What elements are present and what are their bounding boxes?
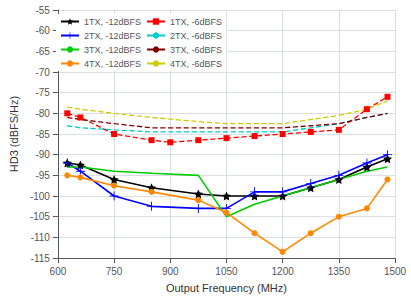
svg-text:2TX, -6dBFS: 2TX, -6dBFS	[170, 31, 222, 41]
svg-text:4TX, -12dBFS: 4TX, -12dBFS	[84, 59, 141, 69]
svg-text:-115: -115	[31, 253, 51, 264]
svg-text:4TX, -6dBFS: 4TX, -6dBFS	[170, 59, 222, 69]
svg-text:1500: 1500	[384, 266, 407, 277]
svg-text:-85: -85	[35, 129, 50, 140]
svg-text:3TX, -6dBFS: 3TX, -6dBFS	[170, 45, 222, 55]
svg-text:-65: -65	[35, 46, 50, 57]
svg-text:-90: -90	[35, 149, 50, 160]
svg-text:-100: -100	[30, 191, 50, 202]
svg-text:1TX, -12dBFS: 1TX, -12dBFS	[84, 17, 141, 27]
svg-text:900: 900	[162, 266, 179, 277]
svg-text:1TX, -6dBFS: 1TX, -6dBFS	[170, 17, 222, 27]
svg-text:2TX, -12dBFS: 2TX, -12dBFS	[84, 31, 141, 41]
svg-text:-60: -60	[35, 25, 50, 36]
svg-text:1200: 1200	[272, 266, 295, 277]
svg-text:-75: -75	[35, 87, 50, 98]
svg-text:1050: 1050	[215, 266, 238, 277]
svg-text:600: 600	[50, 266, 67, 277]
svg-text:-55: -55	[35, 5, 50, 16]
svg-text:750: 750	[106, 266, 123, 277]
svg-text:-95: -95	[35, 170, 50, 181]
svg-text:Output Frequency (MHz): Output Frequency (MHz)	[166, 282, 287, 294]
svg-text:1350: 1350	[328, 266, 351, 277]
svg-text:-105: -105	[30, 211, 50, 222]
svg-text:-80: -80	[35, 108, 50, 119]
svg-text:3TX, -12dBFS: 3TX, -12dBFS	[84, 45, 141, 55]
svg-text:-70: -70	[35, 67, 50, 78]
svg-text:HD3 (dBFS/Hz): HD3 (dBFS/Hz)	[8, 96, 20, 172]
svg-text:-110: -110	[31, 232, 51, 243]
